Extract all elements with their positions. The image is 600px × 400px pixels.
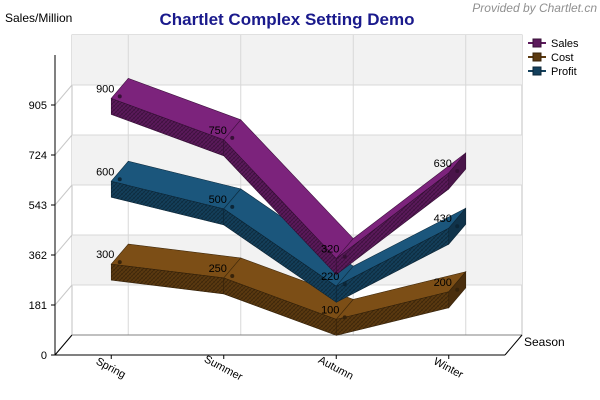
data-point [455, 224, 460, 229]
data-label: 750 [209, 125, 227, 137]
series-cost [110, 243, 467, 336]
data-label: 250 [209, 263, 227, 275]
x-axis-title: Season [524, 335, 565, 349]
series-profit [110, 160, 467, 303]
data-label: 300 [96, 249, 114, 261]
y-tick-label: 0 [41, 350, 47, 362]
ribbon-hatch [223, 277, 337, 336]
series-sales [110, 78, 467, 276]
data-point [230, 135, 235, 140]
grid-diagonal [54, 234, 73, 256]
legend-swatch [532, 52, 542, 62]
chart-credit: Provided by Chartlet.cn [472, 1, 597, 15]
y-tick-label: 181 [29, 300, 47, 312]
grid-diagonal [54, 134, 73, 156]
x-tick-label: Winter [431, 356, 465, 382]
data-label: 900 [96, 83, 114, 95]
legend-label: Profit [551, 66, 577, 78]
data-label: 430 [434, 213, 452, 225]
y-tick-label: 362 [29, 250, 47, 262]
legend-item-profit: Profit [528, 66, 577, 78]
x-tick-label: Autumn [316, 354, 355, 382]
data-point [230, 273, 235, 278]
ribbon-hatch [223, 139, 337, 275]
floor-right-line [504, 334, 523, 356]
ribbon-hatch [111, 98, 224, 156]
legend-label: Sales [551, 38, 579, 50]
legend: Sales Cost Profit [528, 38, 579, 78]
y-axis-title: Sales/Million [5, 11, 72, 25]
data-point [455, 287, 460, 292]
y-tick-label: 543 [29, 200, 47, 212]
data-point [342, 282, 347, 287]
legend-swatch [532, 38, 542, 48]
grid-diagonal [54, 284, 73, 306]
x-axis: Spring Summer Autumn Winter [94, 353, 465, 383]
axis-corner [54, 334, 73, 356]
data-point [230, 204, 235, 209]
data-label: 500 [209, 194, 227, 206]
legend-label: Cost [551, 52, 574, 64]
grid-band [72, 35, 522, 85]
data-label: 200 [434, 277, 452, 289]
data-point [117, 177, 122, 182]
ribbon-hatch [111, 264, 224, 294]
ribbon-hatch [336, 172, 449, 275]
ribbon-hatch [336, 291, 449, 336]
y-tick-label: 905 [29, 100, 47, 112]
grid-diagonal [54, 84, 73, 106]
legend-item-sales: Sales [528, 38, 579, 50]
data-label: 630 [434, 158, 452, 170]
data-labels: 300 250 100 200 600 500 220 430 900 750 320 630 [96, 83, 452, 316]
data-point [342, 254, 347, 259]
data-point [117, 260, 122, 265]
data-label: 100 [321, 304, 339, 316]
chart-title: Chartlet Complex Setting Demo [159, 10, 414, 29]
legend-item-cost: Cost [528, 52, 574, 64]
ribbon-hatch [336, 228, 449, 303]
data-point [117, 94, 122, 99]
series-ribbons [110, 78, 467, 336]
ribbon-hatch [111, 181, 224, 225]
data-label: 600 [96, 166, 114, 178]
x-tick-label: Spring [94, 356, 128, 382]
data-point [342, 315, 347, 320]
legend-swatch [532, 66, 542, 76]
data-label: 320 [321, 244, 339, 256]
y-axis: 0 181 362 543 724 905 [29, 100, 55, 362]
ribbon-hatch [223, 208, 337, 303]
data-label: 220 [321, 271, 339, 283]
grid-diagonal [54, 184, 73, 206]
data-point [455, 168, 460, 173]
y-tick-label: 724 [29, 150, 47, 162]
